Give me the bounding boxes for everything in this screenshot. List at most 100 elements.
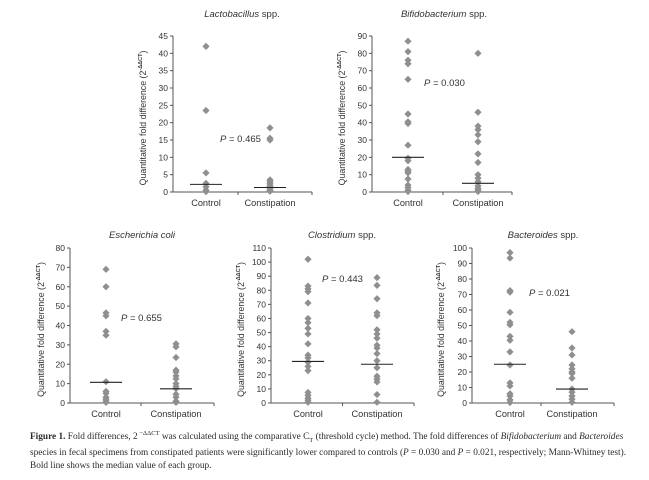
y-tick-label: 20 (458, 367, 468, 377)
data-point-control (506, 308, 514, 316)
x-category-label-control: Control (393, 198, 423, 208)
y-tick-label: 30 (159, 83, 169, 93)
chart-title-genus: Lactobacillus (204, 9, 259, 20)
data-point-control (506, 336, 514, 344)
data-point-control (304, 324, 312, 332)
chart-title: Bifidobacterium spp. (401, 9, 487, 20)
data-point-control (404, 60, 412, 68)
data-point-constipation (474, 158, 482, 167)
data-point-constipation (373, 334, 381, 342)
y-tick-label: 80 (257, 285, 267, 295)
data-point-control (404, 119, 412, 128)
caption-label: Figure 1. (30, 432, 66, 442)
chart-title-suffix: spp. (259, 9, 280, 20)
y-tick-label: 10 (56, 379, 66, 389)
data-point-control (506, 361, 514, 369)
y-tick-label: 20 (358, 152, 368, 162)
p-value-label: P = 0.443 (322, 274, 363, 285)
y-tick-label: 5 (163, 170, 168, 180)
figure-panels: Lactobacillus spp. 0 5 10 15 20 25 30 35 40 45 Quan… (36, 9, 615, 419)
data-point-constipation (266, 136, 274, 144)
y-tick-label: 100 (453, 243, 467, 253)
data-point-constipation (172, 368, 180, 376)
y-tick-label: 70 (257, 299, 267, 309)
data-point-constipation (172, 398, 180, 407)
data-point-constipation (568, 344, 576, 352)
y-tick-label: 110 (252, 243, 266, 253)
caption-italic-bifidobacterium: Bifidobacterium (500, 432, 562, 442)
y-tick-label: 15 (159, 135, 169, 145)
x-category-label-control: Control (91, 409, 121, 419)
data-point-constipation (373, 390, 381, 399)
caption-sub: T (309, 436, 314, 444)
y-tick-label: 90 (458, 259, 468, 269)
caption-p1-label: P (403, 448, 409, 459)
p-value-label: P = 0.465 (220, 134, 261, 145)
caption-text-3: (threshold cycle) method. The fold diffe… (313, 432, 501, 442)
caption-text-5: species in fecal specimens from constipa… (30, 448, 404, 459)
y-tick-label: 100 (252, 257, 266, 267)
caption-text-2: was calculated using the comparative C (159, 432, 310, 442)
x-category-label-control: Control (191, 198, 221, 208)
data-point-control (202, 169, 210, 177)
chart-title: Escherichia coli (109, 230, 176, 241)
y-axis-label: Quantitative fold difference (2-ΔΔCT) (138, 51, 148, 186)
chart-title: Clostridium spp. (308, 230, 376, 241)
y-axis-label: Quantitative fold difference (2-ΔΔCT) (36, 262, 46, 397)
data-point-control (304, 354, 312, 362)
data-point-control (202, 188, 210, 196)
y-tick-label: 40 (358, 118, 368, 128)
data-point-control (404, 169, 412, 177)
chart-title-genus: Bifidobacterium (401, 9, 467, 20)
chart-title-genus: Bacteroides (508, 230, 558, 241)
data-point-control (506, 348, 514, 356)
y-axis-label: Quantitative fold difference (2-ΔΔCT) (337, 51, 347, 186)
y-tick-label: 0 (60, 398, 65, 408)
chart-panel-bifidobacterium: Bifidobacterium spp. 0 10 20 30 40 50 60 70 80 90 Q… (337, 9, 513, 208)
data-point-control (506, 254, 514, 262)
y-tick-label: 70 (458, 290, 468, 300)
data-point-constipation (373, 357, 381, 365)
y-tick-label: 45 (159, 31, 169, 41)
chart-panel-clostridium: Clostridium spp. 0 10 20 30 40 50 60 70 80 90 100 11… (236, 230, 415, 419)
x-category-label-constipation: Constipation (244, 198, 295, 208)
data-point-constipation (373, 312, 381, 320)
data-point-control (404, 48, 412, 56)
data-point-constipation (474, 108, 482, 116)
data-point-constipation (373, 344, 381, 352)
data-point-control (304, 358, 312, 366)
chart-title-suffix: spp. (558, 230, 579, 241)
data-point-control (506, 321, 514, 329)
data-point-control (304, 255, 312, 263)
y-tick-label: 30 (56, 340, 66, 350)
caption-text-1: Fold differences, 2 (65, 432, 138, 442)
data-point-control (102, 283, 110, 291)
y-tick-label: 10 (358, 170, 368, 180)
data-point-control (102, 265, 110, 273)
y-tick-label: 90 (257, 271, 267, 281)
data-point-constipation (373, 295, 381, 303)
data-point-constipation (172, 375, 180, 383)
chart-panel-bacteroides: Bacteroides spp. 0 10 20 30 40 50 60 70 80 90 100 Qu… (436, 230, 615, 419)
y-tick-label: 60 (358, 83, 368, 93)
y-tick-label: 30 (358, 135, 368, 145)
data-point-constipation (568, 361, 576, 369)
data-point-constipation (568, 374, 576, 382)
x-category-label-constipation: Constipation (351, 409, 402, 419)
data-point-constipation (568, 398, 576, 406)
y-tick-label: 50 (56, 301, 66, 311)
data-point-constipation (474, 49, 482, 57)
y-tick-label: 40 (159, 48, 169, 58)
data-point-constipation (172, 343, 180, 351)
data-point-control (506, 398, 514, 407)
caption-p2-value: = 0.021, respectively; Mann-Whitney test… (30, 448, 627, 472)
data-point-control (102, 312, 110, 320)
data-point-constipation (474, 131, 482, 139)
y-tick-label: 0 (462, 398, 467, 408)
y-tick-label: 70 (358, 66, 368, 76)
data-point-control (404, 110, 412, 118)
data-point-control (102, 327, 110, 335)
data-point-control (506, 392, 514, 400)
chart-title-genus: Escherichia coli (109, 230, 176, 241)
y-tick-label: 80 (458, 274, 468, 284)
